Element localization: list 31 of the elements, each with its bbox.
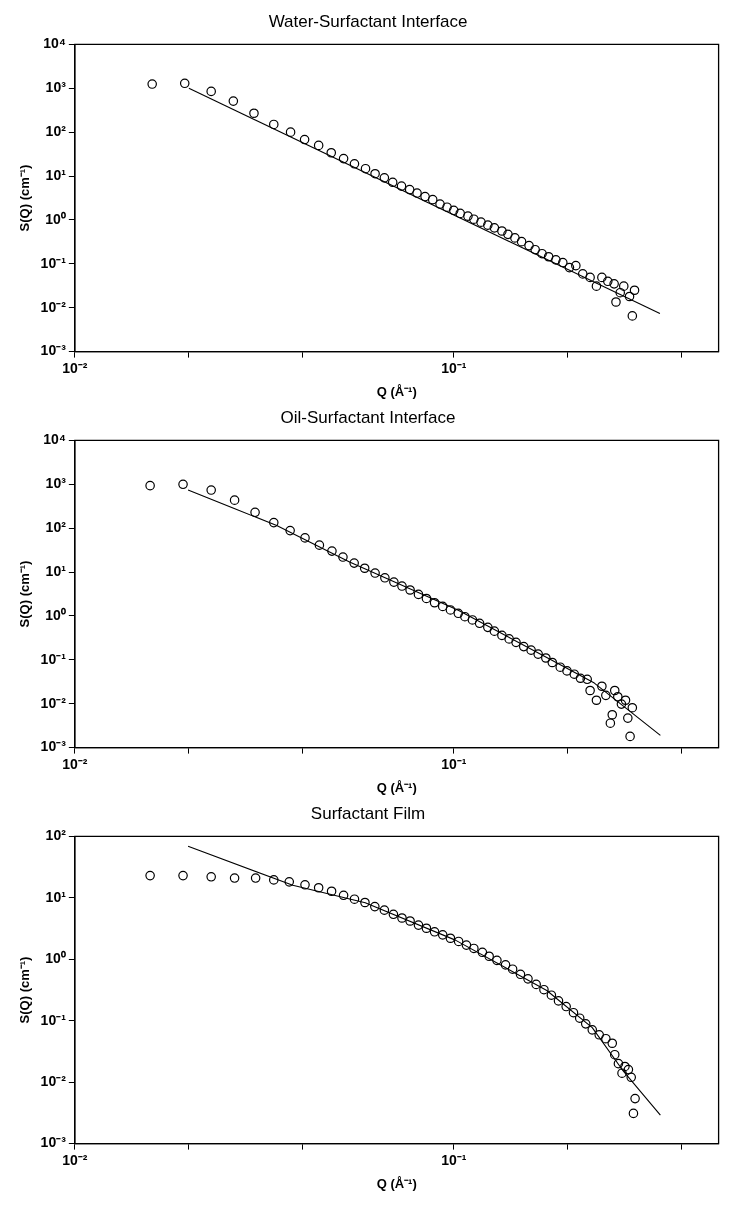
y-tick-label: 10³ [45, 475, 67, 492]
y-tick-label: 10⁻³ [40, 342, 67, 359]
y-tick-label: 10⁰ [45, 950, 66, 967]
chart-title: Water-Surfactant Interface [268, 11, 468, 31]
x-axis-title: Q (Å⁻¹) [376, 1175, 417, 1191]
chart-title: Oil-Surfactant Interface [280, 407, 456, 427]
y-axis-title: S(Q) (cm⁻¹) [17, 164, 33, 232]
y-tick-label: 10² [45, 519, 67, 536]
x-axis-title: Q (Å⁻¹) [376, 779, 417, 795]
y-tick-label: 10⁰ [45, 606, 66, 623]
y-axis-title: S(Q) (cm⁻¹) [17, 956, 33, 1024]
y-tick-label: 10³ [45, 79, 67, 96]
y-tick-label: 10⁴ [43, 35, 66, 52]
y-tick-label: 10⁻² [40, 298, 67, 315]
chart-title: Surfactant Film [310, 803, 426, 823]
y-axis-title: S(Q) (cm⁻¹) [17, 560, 33, 628]
y-tick-label: 10⁰ [45, 210, 66, 227]
y-tick-label: 10⁻³ [40, 738, 67, 755]
y-tick-label: 10⁻¹ [40, 254, 67, 271]
y-tick-label: 10² [45, 123, 67, 140]
y-tick-label: 10⁻¹ [40, 1011, 67, 1028]
y-tick-label: 10⁻¹ [40, 650, 67, 667]
y-tick-label: 10⁻³ [40, 1134, 67, 1151]
y-tick-label: 10¹ [45, 562, 67, 579]
y-tick-label: 10¹ [45, 166, 67, 183]
x-axis-title: Q (Å⁻¹) [376, 383, 417, 399]
y-tick-label: 10⁴ [43, 431, 66, 448]
y-tick-label: 10⁻² [40, 694, 67, 711]
y-tick-label: 10¹ [45, 888, 67, 905]
y-tick-label: 10⁻² [40, 1073, 67, 1090]
y-tick-label: 10² [45, 827, 67, 844]
